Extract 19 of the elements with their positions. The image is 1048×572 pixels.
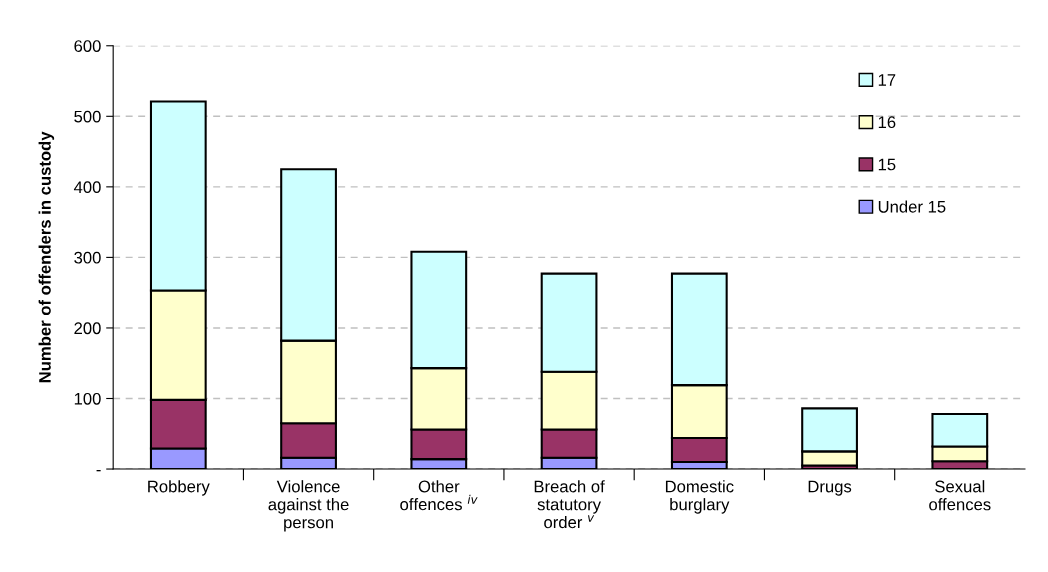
legend-label: 17 — [878, 74, 896, 86]
y-tick-label: 500 — [74, 110, 101, 123]
y-tick-label: 300 — [74, 251, 101, 264]
y-tick-label: 400 — [73, 181, 101, 194]
y-axis-title: Number of offenders in custody — [38, 131, 55, 383]
x-tick-label: Domestic burglary — [665, 480, 734, 514]
x-tick-label: Drugs — [808, 480, 852, 496]
legend-label: Under 15 — [878, 200, 946, 213]
y-tick-label: - — [96, 470, 101, 472]
legend-label: 16 — [878, 116, 896, 129]
y-tick-label: 100 — [74, 392, 101, 405]
y-tick-label: 200 — [74, 322, 101, 335]
legend-label: 15 — [878, 158, 896, 171]
x-tick-label: Violence against the person — [268, 480, 349, 532]
x-tick-label: Robbery — [148, 480, 210, 496]
y-tick-label: 600 — [74, 40, 101, 52]
x-tick-label: Breach of statutory order $^{v}$ — [534, 480, 605, 529]
x-tick-label: Other offences $^{iv}$ — [400, 480, 478, 511]
x-tick-label: Sexual offences — [929, 480, 991, 511]
